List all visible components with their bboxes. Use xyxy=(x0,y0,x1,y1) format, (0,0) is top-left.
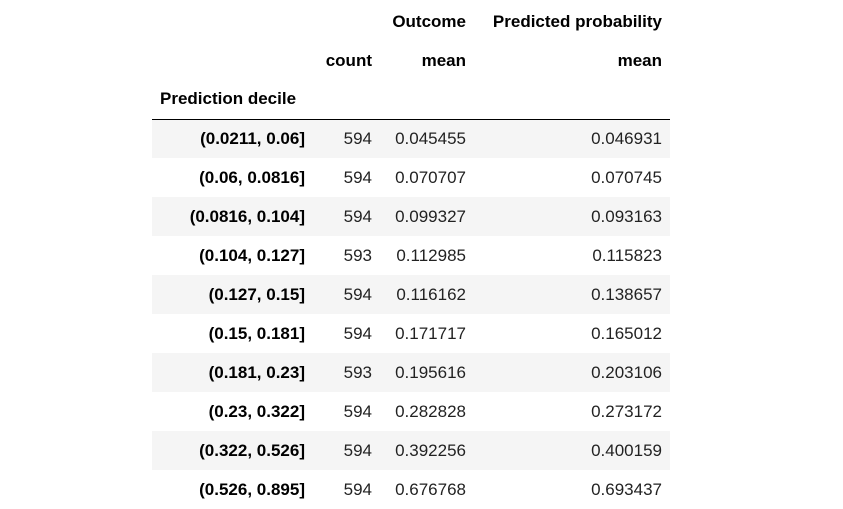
predicted-mean-cell: 0.093163 xyxy=(591,206,662,226)
table-row: (0.526, 0.895] 594 0.676768 0.693437 xyxy=(152,470,670,509)
outcome-mean-cell: 0.116162 xyxy=(396,284,466,304)
row-index-label: (0.23, 0.322] xyxy=(208,401,305,421)
table-body: (0.0211, 0.06] 594 0.045455 0.046931 (0.06, … xyxy=(152,119,670,509)
header-predicted-mean: mean xyxy=(617,50,662,70)
row-index-label: (0.322, 0.526] xyxy=(199,440,305,460)
count-cell: 593 xyxy=(343,362,372,382)
count-cell: 594 xyxy=(343,323,372,343)
count-cell: 594 xyxy=(343,128,372,148)
outcome-mean-cell: 0.195616 xyxy=(395,362,466,382)
outcome-mean-cell: 0.045455 xyxy=(395,128,466,148)
header-count: count xyxy=(325,50,372,70)
predicted-mean-cell: 0.400159 xyxy=(591,440,662,460)
predicted-mean-cell: 0.273172 xyxy=(591,401,662,421)
outcome-mean-cell: 0.282828 xyxy=(395,401,466,421)
header-cell-empty xyxy=(152,2,313,41)
header-predicted-probability: Predicted probability xyxy=(492,11,662,31)
table-row: (0.322, 0.526] 594 0.392256 0.400159 xyxy=(152,431,670,470)
row-index-label: (0.181, 0.23] xyxy=(208,362,305,382)
header-row-top: Outcome Predicted probability xyxy=(152,2,670,41)
header-outcome-mean: mean xyxy=(421,50,466,70)
table-row: (0.127, 0.15] 594 0.116162 0.138657 xyxy=(152,275,670,314)
row-index-label: (0.06, 0.0816] xyxy=(199,167,305,187)
table-row: (0.15, 0.181] 594 0.171717 0.165012 xyxy=(152,314,670,353)
row-index-label: (0.127, 0.15] xyxy=(208,284,305,304)
table-row: (0.181, 0.23] 593 0.195616 0.203106 xyxy=(152,353,670,392)
header-cell-empty xyxy=(313,80,380,120)
index-name-header: Prediction decile xyxy=(152,80,313,120)
header-cell-empty xyxy=(474,80,670,120)
table-row: (0.0211, 0.06] 594 0.045455 0.046931 xyxy=(152,119,670,158)
predicted-mean-cell: 0.046931 xyxy=(591,128,662,148)
table-row: (0.23, 0.322] 594 0.282828 0.273172 xyxy=(152,392,670,431)
predicted-mean-cell: 0.165012 xyxy=(591,323,662,343)
count-cell: 593 xyxy=(343,245,372,265)
row-index-label: (0.0816, 0.104] xyxy=(189,206,305,226)
outcome-mean-cell: 0.392256 xyxy=(395,440,466,460)
predicted-mean-cell: 0.138657 xyxy=(591,284,662,304)
table-row: (0.06, 0.0816] 594 0.070707 0.070745 xyxy=(152,158,670,197)
outcome-mean-cell: 0.676768 xyxy=(395,479,466,499)
outcome-mean-cell: 0.099327 xyxy=(395,206,466,226)
header-cell-empty xyxy=(152,41,313,80)
predicted-mean-cell: 0.203106 xyxy=(591,362,662,382)
header-row-stats: count mean mean xyxy=(152,41,670,80)
row-index-label: (0.15, 0.181] xyxy=(208,323,305,343)
predicted-mean-cell: 0.115823 xyxy=(592,245,662,265)
count-cell: 594 xyxy=(343,479,372,499)
table-row: (0.0816, 0.104] 594 0.099327 0.093163 xyxy=(152,197,670,236)
count-cell: 594 xyxy=(343,167,372,187)
outcome-mean-cell: 0.112985 xyxy=(396,245,466,265)
row-index-label: (0.0211, 0.06] xyxy=(200,128,305,148)
count-cell: 594 xyxy=(343,401,372,421)
predicted-mean-cell: 0.070745 xyxy=(591,167,662,187)
predicted-mean-cell: 0.693437 xyxy=(591,479,662,499)
decile-table: Outcome Predicted probability count mean… xyxy=(152,2,670,509)
table-row: (0.104, 0.127] 593 0.112985 0.115823 xyxy=(152,236,670,275)
count-cell: 594 xyxy=(343,284,372,304)
header-cell-empty xyxy=(380,80,474,120)
outcome-mean-cell: 0.171717 xyxy=(395,323,466,343)
count-cell: 594 xyxy=(343,440,372,460)
header-cell-empty xyxy=(313,2,380,41)
row-index-label: (0.104, 0.127] xyxy=(199,245,305,265)
count-cell: 594 xyxy=(343,206,372,226)
header-row-index-name: Prediction decile xyxy=(152,80,670,120)
outcome-mean-cell: 0.070707 xyxy=(395,167,466,187)
header-outcome: Outcome xyxy=(392,11,466,31)
table-header: Outcome Predicted probability count mean… xyxy=(152,2,670,120)
row-index-label: (0.526, 0.895] xyxy=(199,479,305,499)
